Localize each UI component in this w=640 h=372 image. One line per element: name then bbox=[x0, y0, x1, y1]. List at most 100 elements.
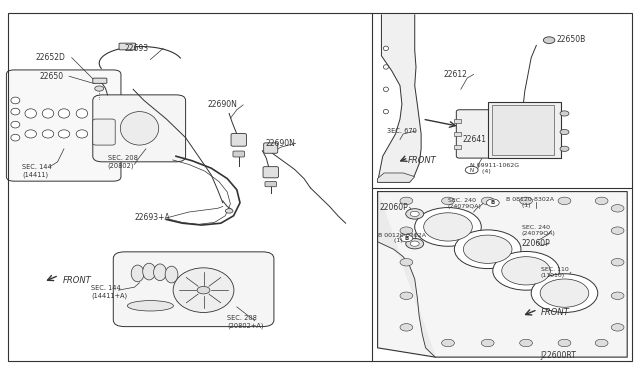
Circle shape bbox=[406, 238, 424, 249]
Polygon shape bbox=[378, 192, 435, 357]
Circle shape bbox=[406, 209, 424, 219]
Circle shape bbox=[611, 259, 624, 266]
Ellipse shape bbox=[42, 109, 54, 118]
Text: 22060P: 22060P bbox=[522, 239, 550, 248]
Polygon shape bbox=[378, 192, 627, 357]
FancyBboxPatch shape bbox=[233, 151, 244, 157]
Text: B 00120-0302A
        (1): B 00120-0302A (1) bbox=[378, 232, 426, 244]
Circle shape bbox=[410, 241, 419, 246]
Ellipse shape bbox=[25, 109, 36, 118]
Ellipse shape bbox=[165, 266, 178, 283]
Bar bbox=[454, 119, 461, 123]
Circle shape bbox=[611, 227, 624, 234]
Circle shape bbox=[493, 251, 559, 290]
Text: 22690N: 22690N bbox=[208, 100, 238, 109]
Ellipse shape bbox=[383, 87, 388, 92]
Ellipse shape bbox=[131, 265, 144, 282]
Text: SEC. 110
(11010): SEC. 110 (11010) bbox=[541, 267, 568, 278]
FancyBboxPatch shape bbox=[265, 182, 276, 187]
Ellipse shape bbox=[120, 112, 159, 145]
Text: FRONT: FRONT bbox=[63, 276, 92, 285]
Circle shape bbox=[400, 292, 413, 299]
Ellipse shape bbox=[383, 65, 388, 69]
Text: 22650B: 22650B bbox=[557, 35, 586, 44]
Circle shape bbox=[595, 339, 608, 347]
Text: FRONT: FRONT bbox=[408, 156, 436, 165]
Text: SEC. 144
(14411+A): SEC. 144 (14411+A) bbox=[91, 285, 127, 299]
Circle shape bbox=[463, 235, 512, 263]
Circle shape bbox=[410, 211, 419, 217]
Circle shape bbox=[400, 324, 413, 331]
Text: 22650: 22650 bbox=[40, 72, 64, 81]
Bar bbox=[492, 105, 554, 155]
Circle shape bbox=[442, 339, 454, 347]
Text: SEC. 208
(20802+A): SEC. 208 (20802+A) bbox=[227, 315, 264, 328]
Circle shape bbox=[424, 213, 472, 241]
Circle shape bbox=[531, 274, 598, 312]
FancyBboxPatch shape bbox=[231, 134, 246, 146]
Circle shape bbox=[560, 111, 569, 116]
Circle shape bbox=[95, 86, 104, 91]
Circle shape bbox=[481, 339, 494, 347]
Ellipse shape bbox=[76, 130, 88, 138]
FancyBboxPatch shape bbox=[93, 119, 115, 145]
Text: B: B bbox=[491, 200, 495, 205]
Text: 22612: 22612 bbox=[444, 70, 467, 79]
Text: N: N bbox=[470, 167, 474, 173]
Text: SEC. 144
(14411): SEC. 144 (14411) bbox=[22, 164, 52, 178]
Ellipse shape bbox=[25, 130, 36, 138]
Circle shape bbox=[595, 197, 608, 205]
Circle shape bbox=[454, 230, 521, 269]
Text: 3EC. 670: 3EC. 670 bbox=[387, 128, 417, 134]
Ellipse shape bbox=[42, 130, 54, 138]
Circle shape bbox=[415, 208, 481, 246]
FancyBboxPatch shape bbox=[93, 78, 107, 83]
Text: B: B bbox=[404, 235, 408, 241]
Ellipse shape bbox=[383, 109, 388, 114]
Circle shape bbox=[611, 324, 624, 331]
Circle shape bbox=[400, 259, 413, 266]
FancyBboxPatch shape bbox=[456, 110, 493, 158]
Circle shape bbox=[560, 129, 569, 135]
Text: 22641: 22641 bbox=[462, 135, 486, 144]
Circle shape bbox=[502, 257, 550, 285]
Bar bbox=[454, 145, 461, 149]
Circle shape bbox=[481, 197, 494, 205]
Ellipse shape bbox=[154, 264, 166, 280]
Text: FRONT: FRONT bbox=[541, 308, 570, 317]
Bar bbox=[488, 102, 561, 158]
Circle shape bbox=[558, 339, 571, 347]
Circle shape bbox=[540, 279, 589, 307]
Circle shape bbox=[442, 197, 454, 205]
Circle shape bbox=[197, 286, 210, 294]
Circle shape bbox=[611, 205, 624, 212]
Circle shape bbox=[400, 227, 413, 234]
FancyBboxPatch shape bbox=[93, 95, 186, 162]
Circle shape bbox=[520, 197, 532, 205]
Text: B 08120-8302A
        (1): B 08120-8302A (1) bbox=[506, 197, 554, 208]
Ellipse shape bbox=[11, 108, 20, 115]
Ellipse shape bbox=[76, 109, 88, 118]
Ellipse shape bbox=[127, 301, 173, 311]
Circle shape bbox=[486, 199, 499, 206]
Ellipse shape bbox=[143, 263, 156, 280]
Circle shape bbox=[611, 292, 624, 299]
Text: SEC. 240
(24079QA): SEC. 240 (24079QA) bbox=[522, 225, 556, 236]
Text: N 09911-1062G
      (4): N 09911-1062G (4) bbox=[470, 163, 520, 174]
Text: 22693: 22693 bbox=[125, 44, 149, 53]
Text: SEC. 208
(20802): SEC. 208 (20802) bbox=[108, 155, 138, 169]
Text: 22652D: 22652D bbox=[35, 53, 65, 62]
FancyBboxPatch shape bbox=[113, 252, 274, 327]
Polygon shape bbox=[378, 173, 415, 182]
Circle shape bbox=[558, 197, 571, 205]
Text: 22060P: 22060P bbox=[380, 203, 408, 212]
Circle shape bbox=[560, 146, 569, 151]
Text: 22693+A: 22693+A bbox=[134, 213, 170, 222]
FancyBboxPatch shape bbox=[119, 43, 136, 50]
Circle shape bbox=[400, 197, 413, 205]
Ellipse shape bbox=[11, 121, 20, 128]
Polygon shape bbox=[378, 15, 421, 182]
Circle shape bbox=[520, 339, 532, 347]
Circle shape bbox=[543, 37, 555, 44]
Text: J22600RT: J22600RT bbox=[541, 351, 577, 360]
